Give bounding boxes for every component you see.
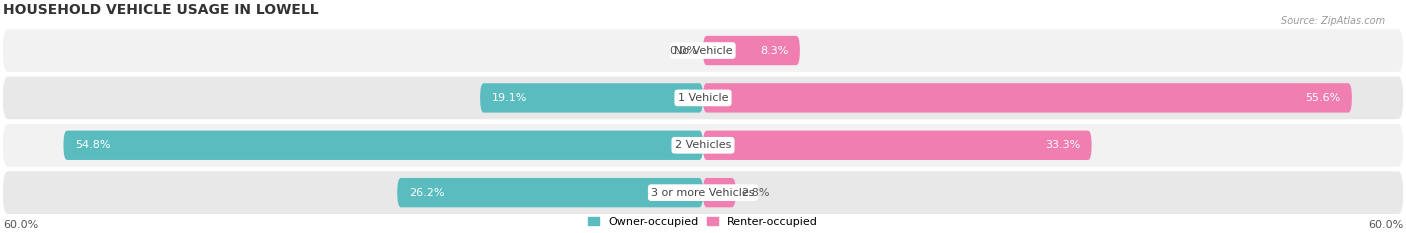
FancyBboxPatch shape	[703, 36, 800, 65]
FancyBboxPatch shape	[3, 29, 1403, 72]
Text: 55.6%: 55.6%	[1305, 93, 1340, 103]
Text: 1 Vehicle: 1 Vehicle	[678, 93, 728, 103]
Text: 0.0%: 0.0%	[669, 45, 697, 55]
FancyBboxPatch shape	[479, 83, 703, 113]
Text: 60.0%: 60.0%	[1368, 220, 1403, 230]
Text: 2.8%: 2.8%	[741, 188, 770, 198]
FancyBboxPatch shape	[703, 130, 1091, 160]
Text: 33.3%: 33.3%	[1045, 140, 1080, 150]
Text: 54.8%: 54.8%	[75, 140, 111, 150]
FancyBboxPatch shape	[703, 178, 735, 207]
Text: 26.2%: 26.2%	[409, 188, 444, 198]
Text: HOUSEHOLD VEHICLE USAGE IN LOWELL: HOUSEHOLD VEHICLE USAGE IN LOWELL	[3, 3, 318, 17]
FancyBboxPatch shape	[3, 171, 1403, 214]
FancyBboxPatch shape	[398, 178, 703, 207]
Text: Source: ZipAtlas.com: Source: ZipAtlas.com	[1281, 16, 1385, 26]
Text: 19.1%: 19.1%	[492, 93, 527, 103]
FancyBboxPatch shape	[3, 77, 1403, 119]
FancyBboxPatch shape	[3, 124, 1403, 167]
Text: 60.0%: 60.0%	[3, 220, 38, 230]
Text: No Vehicle: No Vehicle	[673, 45, 733, 55]
Text: 3 or more Vehicles: 3 or more Vehicles	[651, 188, 755, 198]
FancyBboxPatch shape	[703, 83, 1353, 113]
Text: 8.3%: 8.3%	[759, 45, 789, 55]
FancyBboxPatch shape	[63, 130, 703, 160]
Legend: Owner-occupied, Renter-occupied: Owner-occupied, Renter-occupied	[583, 212, 823, 231]
Text: 2 Vehicles: 2 Vehicles	[675, 140, 731, 150]
